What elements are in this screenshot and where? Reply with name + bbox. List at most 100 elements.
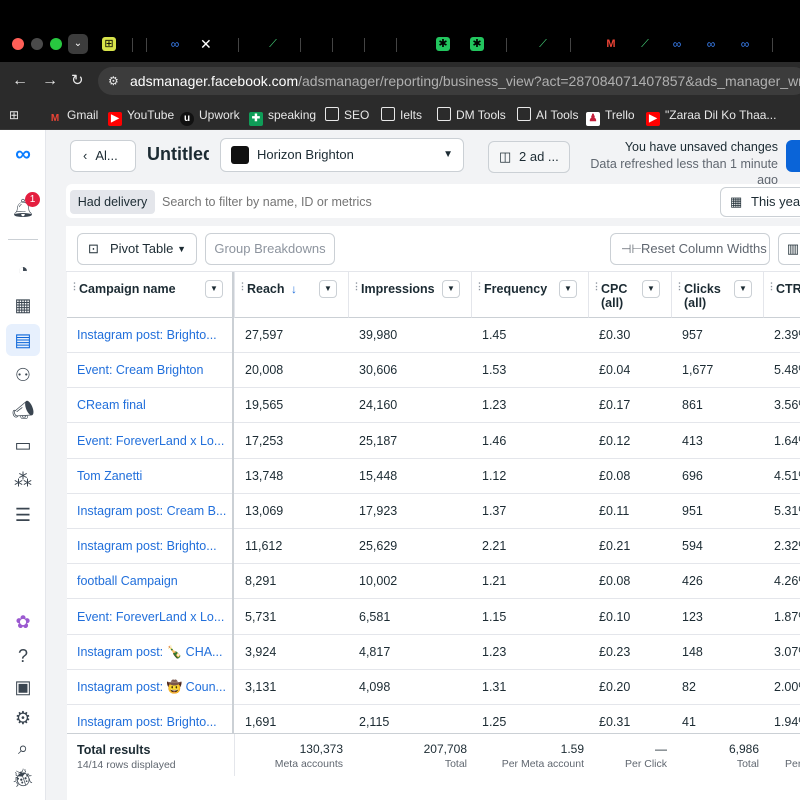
meta-ai-icon[interactable]: ✿ <box>15 612 31 632</box>
bookmark-trello[interactable]: ♟ Trello <box>586 107 635 126</box>
tab-favicon-leaf-3[interactable]: ⟋ <box>641 38 649 50</box>
campaign-name-cell[interactable]: Event: ForeverLand x Lo... <box>77 609 225 624</box>
column-header-impressions[interactable]: ⋮ Impressions ▼ <box>349 272 472 318</box>
drag-handle-icon[interactable]: ⋮ <box>238 281 247 291</box>
campaign-name-cell[interactable]: Instagram post: 🍾 CHA... <box>77 644 223 659</box>
meta-tab-icon-4[interactable]: ∞ <box>740 37 750 51</box>
table-row[interactable]: Instagram post: Cream B... 13,069 17,923 1.… <box>67 494 800 529</box>
menu-icon[interactable]: ☰ <box>14 505 32 525</box>
drag-handle-icon[interactable]: ⋮ <box>675 281 684 291</box>
reload-icon[interactable]: ↻ <box>71 72 84 89</box>
campaign-name-cell[interactable]: Instagram post: Brighto... <box>77 539 217 554</box>
columns-layout-button[interactable]: ▥ <box>778 233 800 265</box>
column-menu-dropdown[interactable]: ▼ <box>559 280 577 298</box>
campaign-name-cell[interactable]: Instagram post: Brighto... <box>77 328 217 342</box>
date-range-button[interactable]: ▦ This year: <box>720 187 800 217</box>
table-row[interactable]: CReam final 19,565 24,160 1.23 £0.17 861 3.56% <box>67 388 800 424</box>
column-header-cpc[interactable]: ⋮ CPC (all) ▼ <box>589 272 672 318</box>
bookmark-gmail[interactable]: M Gmail <box>48 107 99 126</box>
table-row[interactable]: Event: ForeverLand x Lo... 17,253 25,187 1.… <box>67 424 800 459</box>
drag-handle-icon[interactable]: ⋮ <box>767 281 776 291</box>
meta-tab-icon-2[interactable]: ∞ <box>672 37 682 51</box>
news-feed-icon[interactable]: ▣ <box>14 677 32 697</box>
billing-card-icon[interactable]: ▭ <box>14 435 32 455</box>
table-row[interactable]: Instagram post: Brighto... 27,597 39,980 1.… <box>67 318 800 353</box>
campaign-name-cell[interactable]: Event: Cream Brighton <box>77 363 204 378</box>
campaign-name-cell[interactable]: Tom Zanetti <box>77 468 143 483</box>
table-row[interactable]: Instagram post: 🤠 Coun... 3,131 4,098 1.31 £… <box>67 670 800 705</box>
bookmark-dm-tools[interactable]: DM Tools <box>437 107 506 123</box>
column-header-frequency[interactable]: ⋮ Frequency ▼ <box>472 272 589 318</box>
report-title[interactable]: Untitled <box>147 144 209 164</box>
column-header-campaign-name[interactable]: ⋮ Campaign name ▼ <box>67 272 235 318</box>
url-field[interactable]: ⚙ adsmanager.facebook.com/adsmanager/rep… <box>98 67 800 95</box>
table-row[interactable]: Instagram post: Brighto... 11,612 25,629 2.… <box>67 529 800 565</box>
bookmark-youtube-song[interactable]: ▶ "Zaraa Dil Ko Thaa... <box>646 107 776 126</box>
drag-handle-icon[interactable]: ⋮ <box>352 281 361 291</box>
tab-favicon-leaf[interactable]: ⟋ <box>269 38 277 50</box>
campaign-name-cell[interactable]: Instagram post: Cream B... <box>77 504 227 518</box>
pivot-table-dropdown[interactable]: ⊡ Pivot Table ▼ <box>77 233 197 265</box>
search-icon[interactable]: ⌕ <box>17 738 29 758</box>
gmail-tab-icon[interactable]: M <box>606 38 616 50</box>
campaign-name-cell[interactable]: Event: ForeverLand x Lo... <box>77 433 225 448</box>
table-row[interactable]: football Campaign 8,291 10,002 1.21 £0.08 426… <box>67 564 800 600</box>
search-filter-input[interactable] <box>162 190 492 214</box>
column-menu-dropdown[interactable]: ▼ <box>734 280 752 298</box>
group-breakdowns-button[interactable]: Group Breakdowns <box>205 233 335 265</box>
column-header-clicks[interactable]: ⋮ Clicks (all) ▼ <box>672 272 764 318</box>
had-delivery-filter-chip[interactable]: Had delivery <box>70 190 155 214</box>
table-row[interactable]: Event: ForeverLand x Lo... 5,731 6,581 1.15… <box>67 600 800 635</box>
ad-accounts-button[interactable]: ◫ 2 ad ... <box>488 141 570 173</box>
column-menu-dropdown[interactable]: ▼ <box>642 280 660 298</box>
maximize-window-button[interactable] <box>50 38 62 50</box>
table-row[interactable]: Tom Zanetti 13,748 15,448 1.12 £0.08 696 4.51% <box>67 459 800 494</box>
account-selector[interactable]: Horizon Brighton ▼ <box>220 138 464 172</box>
campaign-name-cell[interactable]: Instagram post: 🤠 Coun... <box>77 680 226 694</box>
column-menu-dropdown[interactable]: ▼ <box>442 280 460 298</box>
bookmark-youtube[interactable]: ▶ YouTube <box>108 107 174 126</box>
column-header-reach[interactable]: ⋮ Reach ↓ ▼ <box>235 272 349 318</box>
help-icon[interactable]: ? <box>17 646 28 666</box>
all-reports-back-button[interactable]: ‹ Al... <box>70 140 136 172</box>
meta-tab-icon-3[interactable]: ∞ <box>706 37 716 51</box>
frozen-column-divider[interactable] <box>232 272 234 800</box>
reset-column-widths-button[interactable]: ⊣⊢ Reset Column Widths <box>610 233 770 265</box>
bookmark-speaking[interactable]: ✚ speaking <box>249 107 316 126</box>
table-row[interactable]: Instagram post: 🍾 CHA... 3,924 4,817 1.23 £0… <box>67 635 800 670</box>
campaign-name-cell[interactable]: football Campaign <box>77 574 178 589</box>
bookmark-ielts[interactable]: Ielts <box>381 107 422 123</box>
sort-descending-icon[interactable]: ↓ <box>291 282 297 296</box>
ads-megaphone-icon[interactable]: 📣︎ <box>11 400 35 420</box>
drag-handle-icon[interactable]: ⋮ <box>475 281 484 291</box>
bookmark-upwork[interactable]: u Upwork <box>180 107 240 126</box>
close-window-button[interactable] <box>12 38 24 50</box>
dashboard-gauge-icon[interactable]: ◔ <box>17 260 29 280</box>
column-menu-dropdown[interactable]: ▼ <box>319 280 337 298</box>
settings-gear-icon[interactable]: ⚙ <box>14 708 32 728</box>
campaign-name-cell[interactable]: CReam final <box>77 398 146 413</box>
forward-arrow-icon[interactable]: → <box>42 72 58 89</box>
meta-tab-icon[interactable]: ∞ <box>170 37 180 51</box>
meta-logo-icon[interactable]: ∞ <box>15 141 31 166</box>
tab-favicon-green-2[interactable]: ✱ <box>470 37 484 51</box>
campaigns-table-icon[interactable]: ▦ <box>14 295 32 315</box>
column-menu-dropdown[interactable]: ▼ <box>205 280 223 298</box>
reporting-icon[interactable]: ▤ <box>14 330 32 350</box>
tab-favicon-1[interactable]: ⊞ <box>102 37 116 51</box>
campaign-name-cell[interactable]: Instagram post: Brighto... <box>77 715 217 730</box>
tab-search-chevron-icon[interactable]: ⌄ <box>68 34 88 54</box>
tab-favicon-leaf-2[interactable]: ⟋ <box>539 38 547 50</box>
bookmark-seo[interactable]: SEO <box>325 107 369 123</box>
drag-handle-icon[interactable]: ⋮ <box>70 281 79 291</box>
audiences-icon[interactable]: ⚇ <box>14 365 32 385</box>
back-arrow-icon[interactable]: ← <box>12 72 28 89</box>
save-button[interactable] <box>786 140 800 172</box>
site-settings-icon[interactable]: ⚙ <box>108 74 119 88</box>
drag-handle-icon[interactable]: ⋮ <box>592 281 601 291</box>
close-tab-icon[interactable]: ✕ <box>200 36 212 52</box>
tab-favicon-green-1[interactable]: ✱ <box>436 37 450 51</box>
apps-grid-icon[interactable]: ⊞ <box>9 108 20 122</box>
bug-report-icon[interactable]: 🐞︎ <box>11 768 35 788</box>
business-settings-icon[interactable]: ⁂ <box>14 470 32 490</box>
